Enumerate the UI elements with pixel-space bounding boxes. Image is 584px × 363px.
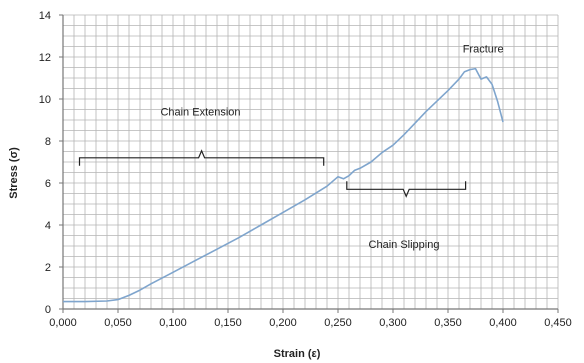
chain-extension-bracket	[78, 149, 325, 166]
y-tick-label: 2	[45, 262, 51, 274]
chain-slipping-bracket	[346, 181, 467, 198]
y-tick-label: 12	[39, 52, 51, 64]
axes	[62, 15, 558, 310]
series	[63, 67, 504, 303]
x-tick-label: 0,300	[379, 317, 407, 329]
y-tick-label: 10	[39, 94, 51, 106]
x-tick-label: 0,000	[49, 317, 77, 329]
x-tick-label: 0,150	[214, 317, 242, 329]
y-tick-label: 8	[45, 136, 51, 148]
x-tick-label: 0,450	[544, 317, 572, 329]
x-tick-label: 0,100	[159, 317, 187, 329]
brackets	[78, 149, 467, 198]
y-tick-label: 0	[45, 304, 51, 316]
annotation-label: Fracture	[463, 44, 504, 56]
x-tick-label: 0,400	[489, 317, 517, 329]
annotation-label: Chain Slipping	[369, 239, 440, 251]
x-axis-title: Strain (ε)	[274, 348, 321, 360]
y-tick-label: 6	[45, 178, 51, 190]
y-axis-title: Stress (σ)	[8, 147, 20, 199]
grid	[62, 14, 559, 310]
annotations: Fracture Chain Extension Chain Slipping	[160, 44, 503, 251]
x-tick-label: 0,350	[434, 317, 462, 329]
y-tick-label: 4	[45, 220, 51, 232]
stress-strain-line	[63, 67, 504, 303]
x-tick-label: 0,050	[104, 317, 132, 329]
x-tick-label: 0,200	[269, 317, 297, 329]
x-tick-label: 0,250	[324, 317, 352, 329]
y-tick-label: 14	[39, 10, 51, 22]
annotation-label: Chain Extension	[160, 107, 240, 119]
tick-labels: 0,000 0,050 0,100 0,150 0,200 0,250 0,300 0,350…	[39, 10, 572, 329]
